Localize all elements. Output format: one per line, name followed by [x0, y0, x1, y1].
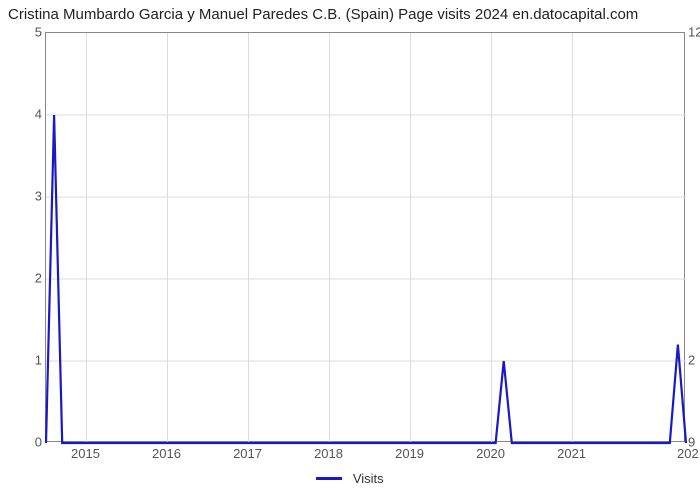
legend: Visits	[0, 470, 700, 488]
ytick-left: 5	[12, 25, 42, 40]
legend-swatch	[316, 477, 342, 480]
xtick: 2016	[152, 446, 181, 461]
plot-area	[45, 32, 685, 442]
ytick-left: 2	[12, 271, 42, 286]
ytick-right: 2	[688, 353, 700, 368]
xtick: 2017	[233, 446, 262, 461]
chart-title: Cristina Mumbardo Garcia y Manuel Parede…	[8, 6, 638, 23]
ytick-left: 0	[12, 435, 42, 450]
ytick-left: 1	[12, 353, 42, 368]
xtick: 2015	[71, 446, 100, 461]
xtick-edge: 202	[677, 446, 699, 461]
ytick-left: 3	[12, 189, 42, 204]
chart-container: Cristina Mumbardo Garcia y Manuel Parede…	[0, 0, 700, 500]
ytick-right: 12	[688, 25, 700, 40]
xtick: 2020	[476, 446, 505, 461]
xtick: 2019	[395, 446, 424, 461]
xtick: 2018	[314, 446, 343, 461]
ytick-left: 4	[12, 107, 42, 122]
series-line	[46, 33, 684, 441]
xtick: 2021	[557, 446, 586, 461]
legend-label: Visits	[353, 471, 384, 486]
